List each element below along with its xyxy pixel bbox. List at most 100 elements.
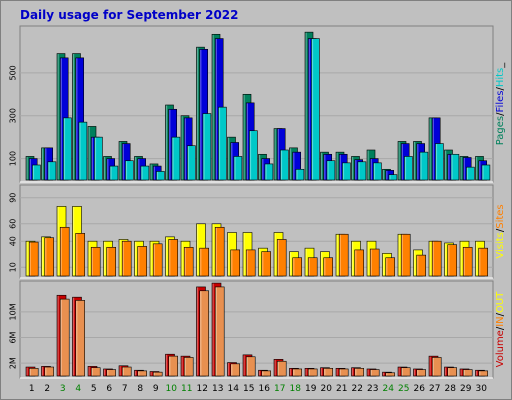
bar-hits <box>357 161 367 181</box>
bar-hits <box>295 168 305 181</box>
bar-volume-shadow <box>385 372 396 377</box>
bar-hits <box>404 156 413 181</box>
visits-panel: 10 40 60 90 Visits/Sites <box>9 184 506 279</box>
bar-hits <box>280 149 289 181</box>
bar-volume-shadow <box>121 366 132 377</box>
bar-hits <box>388 174 398 181</box>
x-tick-label: 29 <box>460 384 472 394</box>
bar-sites <box>400 233 411 277</box>
bar-hits <box>171 136 181 181</box>
bar-volume-shadow <box>137 370 147 377</box>
bar-hits <box>47 161 57 181</box>
bar-hits <box>125 160 134 181</box>
x-tick-label: 4 <box>75 384 81 394</box>
legend-item: Sites <box>495 204 506 228</box>
x-tick-label: 10 <box>166 384 178 394</box>
x-tick-label: 25 <box>398 384 409 394</box>
y-tick-label: 90 <box>9 193 18 203</box>
bar-sites <box>106 246 116 277</box>
bar-hits <box>481 164 491 181</box>
bar-volume-shadow <box>44 366 55 377</box>
bar-volume-shadow <box>338 368 349 377</box>
x-tick-label: 26 <box>414 384 426 394</box>
bar-volume-shadow <box>199 290 209 377</box>
bar-volume-shadow <box>106 369 116 377</box>
y-tick-label: 300 <box>9 108 18 123</box>
x-tick-label: 5 <box>91 384 97 394</box>
bar-hits <box>373 162 382 181</box>
bar-hits <box>264 163 274 181</box>
x-tick-label: 30 <box>476 384 488 394</box>
bar-hits <box>63 117 72 181</box>
bar-volume-shadow <box>323 368 334 377</box>
bar-sites <box>385 257 396 277</box>
bar-volume-shadow <box>478 370 489 377</box>
bar-volume-shadow <box>183 357 194 377</box>
bar-volume-shadow <box>261 370 272 377</box>
bar-sites <box>90 246 101 277</box>
bar-hits <box>32 164 41 181</box>
bar-volume-shadow <box>230 363 240 377</box>
x-tick-label: 19 <box>305 384 317 394</box>
legend-item: / <box>495 312 506 316</box>
x-tick-label: 23 <box>367 384 378 394</box>
bar-sites <box>199 247 209 277</box>
bar-sites <box>59 226 70 277</box>
x-tick-label: 7 <box>122 384 128 394</box>
bar-volume-shadow <box>400 367 411 377</box>
bar-sites <box>214 226 225 277</box>
bar-sites <box>245 249 256 277</box>
bar-volume-shadow <box>168 355 178 377</box>
bar-hits <box>311 38 320 181</box>
bar-volume-shadow <box>462 369 473 377</box>
bar-sites <box>152 243 163 277</box>
bar-sites <box>137 246 147 277</box>
x-tick-label: 18 <box>290 384 302 394</box>
bar-hits <box>78 121 88 181</box>
bar-volume-shadow <box>28 368 39 377</box>
bar-volume-shadow <box>431 357 442 377</box>
bar-sites <box>478 247 489 277</box>
bar-sites <box>261 251 272 277</box>
bar-hits <box>187 145 196 181</box>
y-tick-label: 60 <box>9 219 18 229</box>
bar-hits <box>156 171 165 181</box>
x-tick-label: 12 <box>197 384 208 394</box>
bar-sites <box>369 248 380 277</box>
bar-hits <box>249 130 258 181</box>
y-tick-label: 40 <box>9 236 18 246</box>
bar-volume-shadow <box>214 286 225 377</box>
y-tick-label: 500 <box>9 65 18 80</box>
panel-box <box>19 280 494 379</box>
x-tick-label: 27 <box>429 384 440 394</box>
legend-item: Files <box>495 91 506 113</box>
x-tick-label: 11 <box>181 384 192 394</box>
bar-sites <box>354 249 365 277</box>
bar-hits <box>140 165 150 181</box>
bar-sites <box>121 240 132 277</box>
bar-sites <box>323 257 334 277</box>
bar-sites <box>447 244 458 277</box>
bar-volume-shadow <box>307 368 318 377</box>
legend-item: / <box>495 228 506 232</box>
bar-volume-shadow <box>447 367 458 377</box>
bar-volume-shadow <box>292 368 303 377</box>
bar-hits <box>450 153 460 181</box>
bar-hits <box>233 156 243 181</box>
bar-sites <box>462 246 473 277</box>
x-tick-label: 28 <box>445 384 457 394</box>
bar-volume-shadow <box>416 369 427 377</box>
legend: Volume/IN/OUT <box>495 291 506 368</box>
bar-sites <box>307 257 318 277</box>
bar-volume-shadow <box>59 298 70 377</box>
bar-hits <box>419 151 429 181</box>
bar-hits <box>342 162 351 181</box>
bar-sites <box>28 241 39 277</box>
bar-volume-shadow <box>276 360 287 377</box>
legend-item: / <box>495 87 506 91</box>
chart-panels: 100300500Pages/Files/Hits_10406090Visits… <box>9 25 506 379</box>
bar-volume-shadow <box>354 368 365 377</box>
legend-item: Visits <box>495 232 506 259</box>
